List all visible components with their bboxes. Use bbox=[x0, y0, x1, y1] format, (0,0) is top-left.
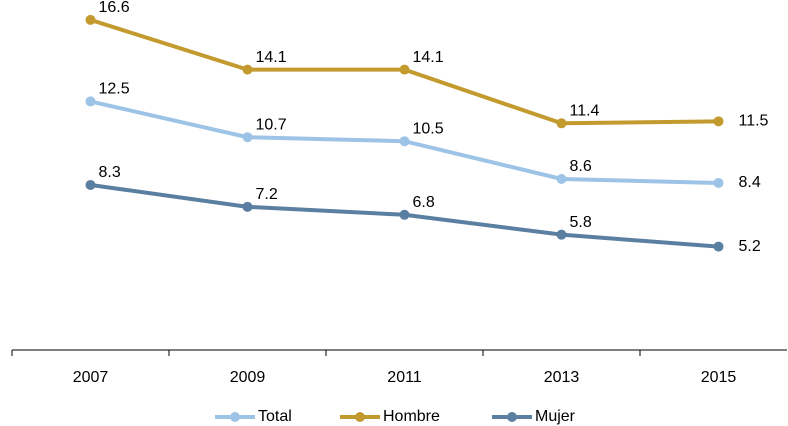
marker bbox=[85, 179, 96, 190]
marker bbox=[85, 14, 96, 25]
marker bbox=[399, 64, 410, 75]
marker bbox=[713, 241, 724, 252]
data-label: 8.6 bbox=[570, 158, 592, 175]
marker bbox=[713, 116, 724, 127]
x-tick-label: 2015 bbox=[701, 369, 737, 386]
marker bbox=[713, 177, 724, 188]
x-tick-label: 2007 bbox=[73, 369, 109, 386]
marker bbox=[556, 229, 567, 240]
data-label: 10.7 bbox=[256, 116, 287, 133]
legend-marker bbox=[507, 412, 517, 422]
data-label: 14.1 bbox=[413, 49, 444, 66]
data-label: 16.6 bbox=[99, 0, 130, 16]
data-label: 7.2 bbox=[256, 186, 278, 203]
data-label: 11.4 bbox=[570, 103, 600, 120]
legend-label: Mujer bbox=[535, 408, 576, 425]
legend-marker bbox=[355, 412, 365, 422]
data-label: 6.8 bbox=[413, 194, 435, 211]
marker bbox=[399, 209, 410, 220]
marker bbox=[556, 173, 567, 184]
data-label: 8.3 bbox=[99, 164, 121, 181]
data-label: 12.5 bbox=[99, 81, 130, 98]
marker bbox=[242, 201, 253, 212]
marker bbox=[399, 136, 410, 147]
legend-label: Hombre bbox=[383, 408, 440, 425]
x-tick-label: 2013 bbox=[544, 369, 580, 386]
x-tick-label: 2009 bbox=[230, 369, 266, 386]
data-label: 5.2 bbox=[739, 238, 761, 255]
marker bbox=[242, 132, 253, 143]
data-label: 14.1 bbox=[256, 49, 287, 66]
marker bbox=[556, 118, 567, 129]
marker bbox=[242, 64, 253, 75]
data-label: 11.5 bbox=[739, 113, 769, 130]
data-label: 5.8 bbox=[570, 214, 592, 231]
data-label: 10.5 bbox=[413, 120, 444, 137]
x-tick-label: 2011 bbox=[387, 369, 422, 386]
data-label: 8.4 bbox=[739, 174, 761, 191]
marker bbox=[85, 96, 96, 107]
legend-label: Total bbox=[258, 408, 292, 425]
legend-marker bbox=[230, 412, 240, 422]
